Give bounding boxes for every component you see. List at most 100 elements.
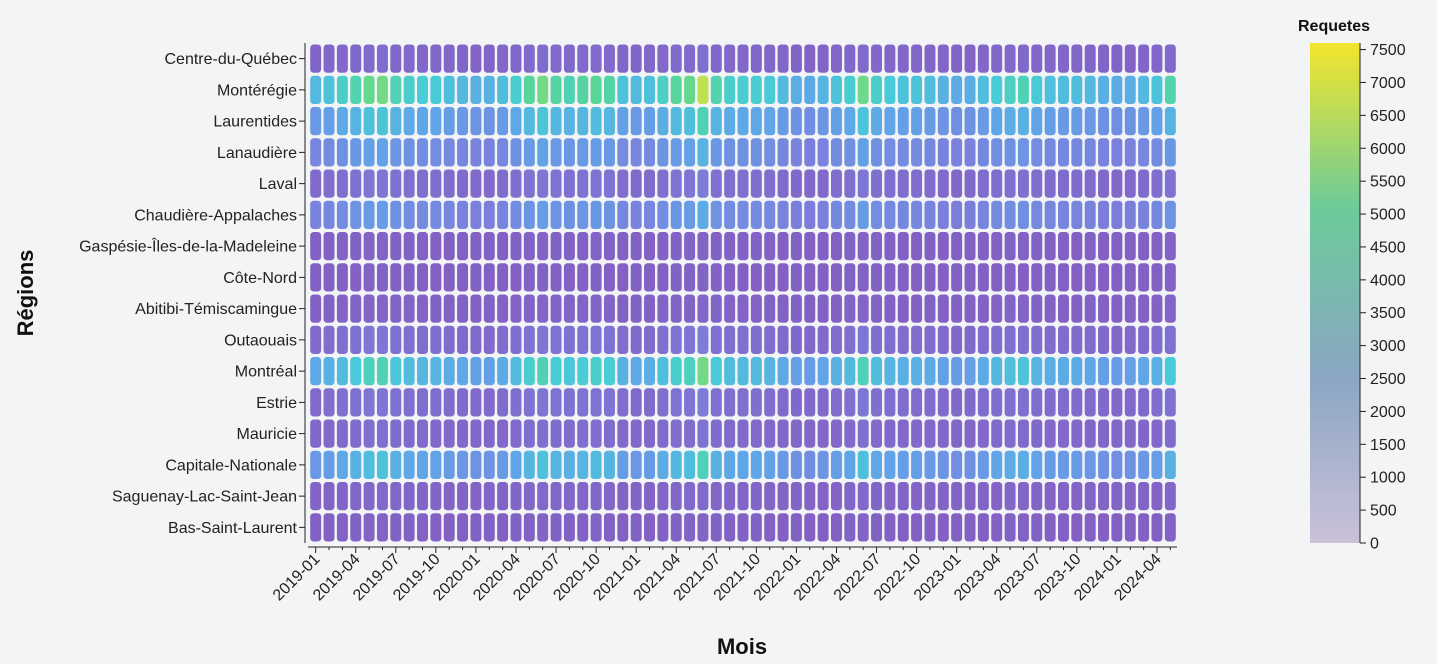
heatmap-cell	[403, 75, 415, 104]
heatmap-cell	[430, 75, 442, 104]
heatmap-cell	[590, 44, 602, 73]
heatmap-cell	[951, 419, 963, 448]
heatmap-cell	[790, 325, 802, 354]
heatmap-cell	[977, 200, 989, 229]
heatmap-cell	[603, 482, 615, 511]
heatmap-cell	[1031, 450, 1043, 479]
heatmap-cell	[497, 357, 509, 386]
heatmap-cell	[804, 263, 816, 292]
heatmap-cell	[1151, 200, 1163, 229]
heatmap-cell	[1031, 169, 1043, 198]
heatmap-cell	[951, 232, 963, 261]
heatmap-cell	[964, 450, 976, 479]
heatmap-cell	[911, 450, 923, 479]
heatmap-cell	[657, 388, 669, 417]
heatmap-cell	[523, 419, 535, 448]
heatmap-cells	[310, 44, 1176, 542]
heatmap-cell	[336, 44, 348, 73]
heatmap-cell	[1017, 419, 1029, 448]
heatmap-cell	[804, 44, 816, 73]
heatmap-cell	[537, 75, 549, 104]
heatmap-cell	[1151, 419, 1163, 448]
heatmap-cell	[911, 325, 923, 354]
heatmap-cell	[350, 450, 362, 479]
heatmap-cell	[964, 388, 976, 417]
heatmap-cell	[857, 325, 869, 354]
heatmap-cell	[1071, 200, 1083, 229]
heatmap-cell	[537, 294, 549, 323]
heatmap-cell	[991, 419, 1003, 448]
heatmap-cell	[924, 513, 936, 542]
heatmap-cell	[1098, 232, 1110, 261]
y-tick-label: Capitale-Nationale	[165, 457, 297, 474]
heatmap-cell	[657, 107, 669, 136]
heatmap-cell	[577, 200, 589, 229]
heatmap-cell	[897, 513, 909, 542]
heatmap-cell	[1058, 200, 1069, 229]
heatmap-cell	[871, 419, 883, 448]
heatmap-cell	[684, 325, 696, 354]
heatmap-cell	[1031, 294, 1043, 323]
heatmap-cell	[831, 450, 842, 479]
heatmap-cell	[911, 419, 923, 448]
heatmap-cell	[1071, 419, 1083, 448]
heatmap-cell	[857, 419, 869, 448]
heatmap-cell	[590, 107, 602, 136]
heatmap-cell	[804, 450, 816, 479]
heatmap-cell	[684, 44, 696, 73]
heatmap-cell	[724, 482, 736, 511]
heatmap-cell	[937, 169, 949, 198]
heatmap-cell	[1017, 232, 1029, 261]
heatmap-cell	[1124, 232, 1136, 261]
heatmap-cell	[603, 419, 615, 448]
heatmap-cell	[1151, 513, 1163, 542]
heatmap-cell	[457, 200, 469, 229]
heatmap-cell	[1111, 388, 1123, 417]
heatmap-cell	[590, 232, 602, 261]
heatmap-cell	[817, 200, 829, 229]
heatmap-cell	[670, 513, 682, 542]
heatmap-cell	[376, 263, 388, 292]
heatmap-cell	[403, 388, 415, 417]
heatmap-cell	[1138, 138, 1150, 167]
heatmap-cell	[603, 325, 615, 354]
heatmap-cell	[430, 232, 442, 261]
heatmap-cell	[430, 294, 442, 323]
heatmap-cell	[924, 200, 936, 229]
heatmap-cell	[657, 450, 669, 479]
legend-title: Requetes	[1298, 18, 1370, 35]
heatmap-cell	[684, 75, 696, 104]
heatmap-cell	[417, 450, 428, 479]
heatmap-cell	[1044, 200, 1056, 229]
heatmap-cell	[991, 263, 1003, 292]
heatmap-cell	[590, 357, 602, 386]
heatmap-cell	[977, 419, 989, 448]
heatmap-cell	[470, 482, 482, 511]
heatmap-cell	[483, 138, 495, 167]
heatmap-cell	[724, 169, 736, 198]
heatmap-cell	[630, 107, 642, 136]
heatmap-cell	[1098, 419, 1110, 448]
heatmap-cell	[857, 263, 869, 292]
heatmap-cell	[1004, 263, 1016, 292]
heatmap-cell	[710, 450, 722, 479]
heatmap-cell	[1138, 419, 1150, 448]
heatmap-cell	[684, 138, 696, 167]
heatmap-cell	[1164, 44, 1176, 73]
heatmap-cell	[897, 325, 909, 354]
heatmap-cell	[577, 169, 589, 198]
heatmap-cell	[924, 482, 936, 511]
heatmap-cell	[523, 482, 535, 511]
heatmap-cell	[376, 75, 388, 104]
heatmap-cell	[1004, 513, 1016, 542]
heatmap-cell	[497, 388, 509, 417]
heatmap-cell	[750, 138, 762, 167]
heatmap-cell	[844, 294, 856, 323]
heatmap-cell	[710, 232, 722, 261]
heatmap-cell	[350, 138, 362, 167]
heatmap-cell	[577, 75, 589, 104]
heatmap-cell	[884, 107, 896, 136]
heatmap-cell	[1138, 388, 1150, 417]
heatmap-cell	[804, 138, 816, 167]
heatmap-cell	[470, 325, 482, 354]
